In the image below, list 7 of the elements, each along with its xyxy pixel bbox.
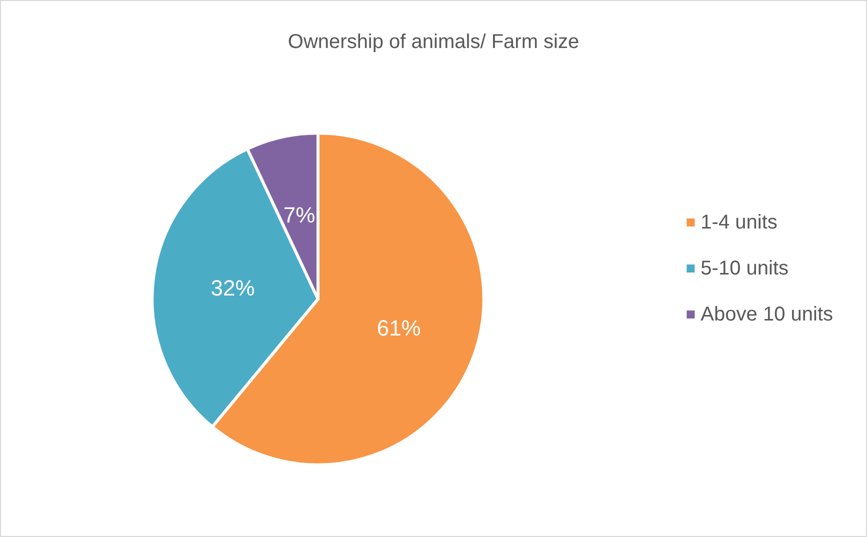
legend-label: Above 10 units [700, 304, 834, 326]
chart-title: Ownership of animals/ Farm size [288, 31, 580, 53]
legend-label: 5-10 units [700, 258, 789, 280]
data-label: 7% [283, 202, 316, 228]
data-label: 61% [376, 316, 421, 341]
legend-label: 1-4 units [700, 212, 778, 234]
data-label: 32% [210, 276, 255, 301]
